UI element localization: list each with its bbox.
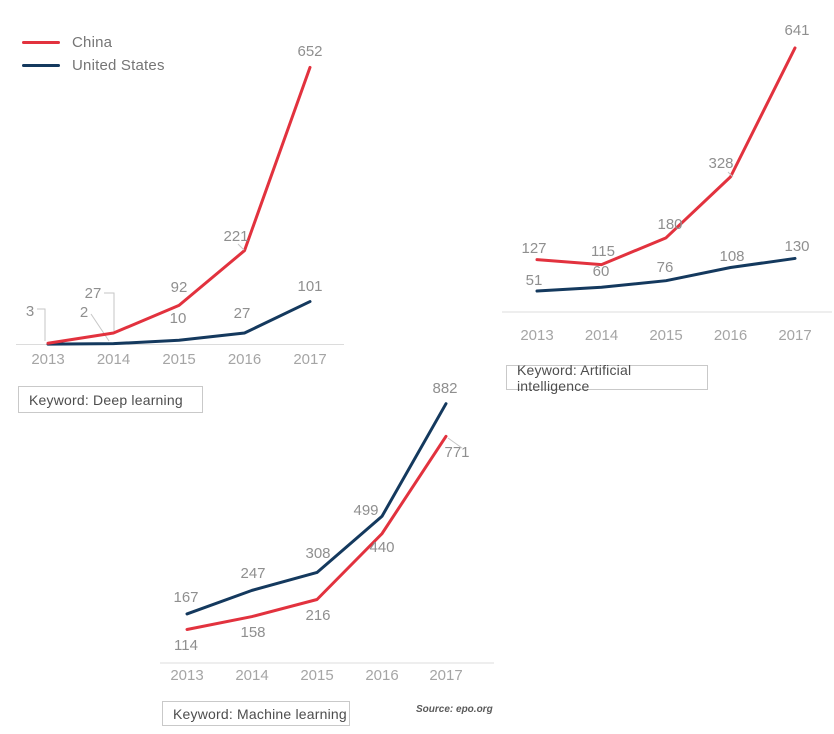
legend-item-united-states: United States [22, 55, 165, 75]
legend-label-united-states: United States [72, 56, 165, 74]
data-label: 180 [657, 216, 682, 233]
keyword-caption-deep-learning-text: Keyword: Deep learning [29, 391, 183, 408]
data-label: 101 [297, 278, 322, 295]
year-tick-label: 2017 [293, 351, 326, 368]
series-line-china [535, 46, 797, 267]
data-label: 328 [708, 155, 733, 172]
data-label: 130 [784, 238, 809, 255]
data-label: 652 [297, 43, 322, 60]
data-label: 882 [432, 380, 457, 397]
label-leader-line [237, 243, 245, 251]
year-tick-label: 2017 [429, 667, 462, 684]
data-label: 247 [240, 565, 265, 582]
year-tick-label: 2014 [585, 327, 618, 344]
data-label: 221 [223, 228, 248, 245]
keyword-caption-artificial-intelligence: Keyword: Artificial intelligence [506, 362, 708, 394]
label-leader-line [447, 437, 463, 449]
year-tick-label: 2015 [300, 667, 333, 684]
label-leader-line [37, 308, 46, 341]
year-tick-label: 2016 [714, 327, 747, 344]
year-tick-label: 2014 [235, 667, 268, 684]
data-label: 216 [305, 607, 330, 624]
legend: China United States [22, 32, 165, 78]
series-line-united-states [46, 300, 312, 346]
year-tick-label: 2016 [228, 351, 261, 368]
data-label: 499 [353, 502, 378, 519]
data-label: 27 [234, 305, 251, 322]
year-tick-label: 2016 [365, 667, 398, 684]
data-label: 108 [719, 248, 744, 265]
data-label: 115 [591, 243, 615, 260]
data-label: 3 [26, 303, 34, 320]
data-label: 127 [521, 240, 546, 257]
data-label: 167 [173, 589, 198, 606]
legend-label-china: China [72, 33, 113, 51]
data-label: 10 [170, 310, 187, 327]
year-tick-label: 2013 [31, 351, 64, 368]
data-label: 114 [174, 637, 198, 654]
data-label: 60 [593, 263, 610, 280]
series-line-united-states [535, 256, 797, 293]
keyword-caption-machine-learning: Keyword: Machine learning [162, 701, 350, 726]
source-attribution: Source: epo.org [416, 704, 493, 715]
chart-deep-learning: 2013 2014 2015 2016 2017 2 10 27 101 3 27 92 221 652 [16, 43, 344, 368]
data-label: 440 [369, 539, 394, 556]
legend-swatch-china [22, 40, 60, 44]
series-line-united-states [185, 402, 448, 616]
keyword-caption-deep-learning: Keyword: Deep learning [18, 386, 203, 413]
year-tick-label: 2015 [162, 351, 195, 368]
data-label: 158 [240, 624, 265, 641]
legend-item-china: China [22, 32, 165, 52]
data-label: 308 [305, 545, 330, 562]
year-tick-label: 2015 [649, 327, 682, 344]
label-leader-line [727, 171, 734, 178]
year-tick-label: 2017 [778, 327, 811, 344]
chart-artificial-intelligence: 2013 2014 2015 2016 2017 51 60 76 108 130 127 115 18… [502, 22, 832, 344]
data-label: 92 [171, 279, 188, 296]
data-label: 641 [784, 22, 809, 39]
year-tick-label: 2013 [520, 327, 553, 344]
keyword-caption-artificial-intelligence-text: Keyword: Artificial intelligence [517, 361, 632, 394]
label-leader-line [90, 313, 110, 342]
data-label: 771 [444, 444, 469, 461]
keyword-caption-machine-learning-text: Keyword: Machine learning [173, 705, 347, 722]
series-line-china [185, 434, 448, 631]
data-label: 51 [526, 272, 543, 289]
year-tick-label: 2014 [97, 351, 130, 368]
data-label: 2 [80, 304, 88, 321]
series-line-china [46, 65, 312, 345]
data-label: 76 [657, 259, 674, 276]
data-label: 27 [85, 285, 102, 302]
year-tick-label: 2013 [170, 667, 203, 684]
label-leader-line [104, 292, 115, 331]
chart-machine-learning: 2013 2014 2015 2016 2017 167 247 308 499 882 114 15… [160, 380, 494, 684]
legend-swatch-united-states [22, 63, 60, 67]
